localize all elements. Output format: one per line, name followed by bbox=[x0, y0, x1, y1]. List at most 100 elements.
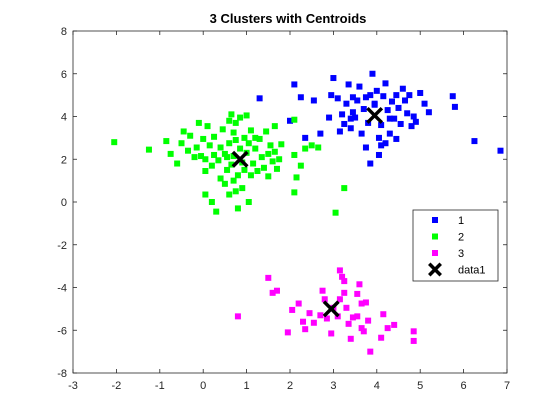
cluster-2-point bbox=[233, 188, 239, 194]
cluster-3-point bbox=[343, 305, 349, 311]
cluster-2-point bbox=[202, 156, 208, 162]
legend-marker bbox=[432, 250, 438, 256]
cluster-3-point bbox=[265, 275, 271, 281]
cluster-1-point bbox=[350, 109, 356, 115]
cluster-1-point bbox=[404, 110, 410, 116]
cluster-3-point bbox=[341, 290, 347, 296]
cluster-2-point bbox=[231, 178, 237, 184]
cluster-3-point bbox=[328, 330, 334, 336]
cluster-2-point bbox=[239, 185, 245, 191]
x-tick-label: 1 bbox=[244, 380, 250, 392]
cluster-2-point bbox=[252, 135, 258, 141]
cluster-1-point bbox=[380, 93, 386, 99]
x-tick-label: -2 bbox=[112, 380, 122, 392]
cluster-2-point bbox=[233, 137, 239, 143]
cluster-2-point bbox=[179, 140, 185, 146]
cluster-1-point bbox=[302, 135, 308, 141]
legend-label: 1 bbox=[458, 215, 464, 227]
cluster-3-point bbox=[385, 325, 391, 331]
legend-label: 2 bbox=[458, 232, 464, 244]
cluster-1-point bbox=[335, 95, 341, 101]
cluster-3-point bbox=[300, 319, 306, 325]
cluster-2-point bbox=[209, 163, 215, 169]
cluster-2-point bbox=[241, 135, 247, 141]
cluster-1-point bbox=[389, 99, 395, 105]
cluster-1-point bbox=[385, 107, 391, 113]
cluster-2-point bbox=[298, 163, 304, 169]
cluster-2-point bbox=[222, 181, 228, 187]
cluster-3-point bbox=[348, 336, 354, 342]
cluster-1-point bbox=[363, 144, 369, 150]
x-tick-label: -1 bbox=[155, 380, 165, 392]
cluster-1-point bbox=[382, 80, 388, 86]
cluster-2-point bbox=[220, 126, 226, 132]
cluster-3-point bbox=[320, 288, 326, 294]
cluster-2-point bbox=[224, 167, 230, 173]
cluster-3-point bbox=[354, 291, 360, 297]
cluster-2-point bbox=[302, 146, 308, 152]
cluster-2-point bbox=[218, 175, 224, 181]
legend-marker bbox=[432, 217, 438, 223]
cluster-2-point bbox=[196, 120, 202, 126]
cluster-2-point bbox=[215, 157, 221, 163]
x-tick-label: 0 bbox=[200, 380, 206, 392]
cluster-1-point bbox=[396, 105, 402, 111]
cluster-2-point bbox=[233, 120, 239, 126]
cluster-2-point bbox=[252, 146, 258, 152]
y-tick-label: -6 bbox=[57, 325, 67, 337]
y-tick-label: -2 bbox=[57, 240, 67, 252]
cluster-1-point bbox=[374, 88, 380, 94]
cluster-2-point bbox=[259, 154, 265, 160]
cluster-2-point bbox=[294, 174, 300, 180]
cluster-1-point bbox=[413, 119, 419, 125]
cluster-1-point bbox=[356, 84, 362, 90]
cluster-3-point bbox=[411, 328, 417, 334]
y-tick-label: 2 bbox=[61, 154, 67, 166]
cluster-1-point bbox=[387, 131, 393, 137]
x-tick-label: 7 bbox=[504, 380, 510, 392]
legend: 123data1 bbox=[413, 210, 498, 281]
cluster-2-point bbox=[263, 128, 269, 134]
cluster-3-point bbox=[302, 326, 308, 332]
cluster-1-point bbox=[387, 116, 393, 122]
cluster-1-point bbox=[376, 135, 382, 141]
cluster-2-point bbox=[231, 130, 237, 136]
cluster-1-point bbox=[359, 131, 365, 137]
cluster-2-point bbox=[237, 115, 243, 121]
x-tick-label: 2 bbox=[287, 380, 293, 392]
cluster-3-point bbox=[367, 349, 373, 355]
x-tick-label: 6 bbox=[461, 380, 467, 392]
y-tick-label: -8 bbox=[57, 368, 67, 380]
cluster-1-point bbox=[452, 104, 458, 110]
cluster-3-point bbox=[296, 301, 302, 307]
cluster-1-point bbox=[311, 97, 317, 103]
cluster-3-point bbox=[391, 322, 397, 328]
cluster-2-point bbox=[274, 166, 280, 172]
y-tick-label: -4 bbox=[57, 283, 67, 295]
cluster-2-point bbox=[205, 123, 211, 129]
cluster-1-point bbox=[367, 92, 373, 98]
cluster-1-point bbox=[450, 93, 456, 99]
cluster-2-point bbox=[235, 172, 241, 178]
cluster-3-point bbox=[365, 318, 371, 324]
cluster-1-point bbox=[341, 121, 347, 127]
cluster-1-point bbox=[330, 75, 336, 81]
cluster-2-point bbox=[241, 167, 247, 173]
cluster-1-point bbox=[350, 94, 356, 100]
cluster-1-point bbox=[400, 86, 406, 92]
cluster-2-point bbox=[226, 192, 232, 198]
cluster-2-point bbox=[246, 140, 252, 146]
cluster-3-point bbox=[363, 299, 369, 305]
cluster-2-point bbox=[254, 168, 260, 174]
cluster-2-point bbox=[209, 199, 215, 205]
plot-area bbox=[73, 31, 507, 373]
cluster-2-point bbox=[235, 205, 241, 211]
cluster-1-point bbox=[346, 81, 352, 87]
cluster-1-point bbox=[367, 161, 373, 167]
cluster-3-point bbox=[380, 311, 386, 317]
cluster-2-point bbox=[202, 168, 208, 174]
x-tick-label: 3 bbox=[330, 380, 336, 392]
cluster-2-point bbox=[202, 192, 208, 198]
cluster-2-point bbox=[185, 148, 191, 154]
cluster-3-point bbox=[285, 329, 291, 335]
